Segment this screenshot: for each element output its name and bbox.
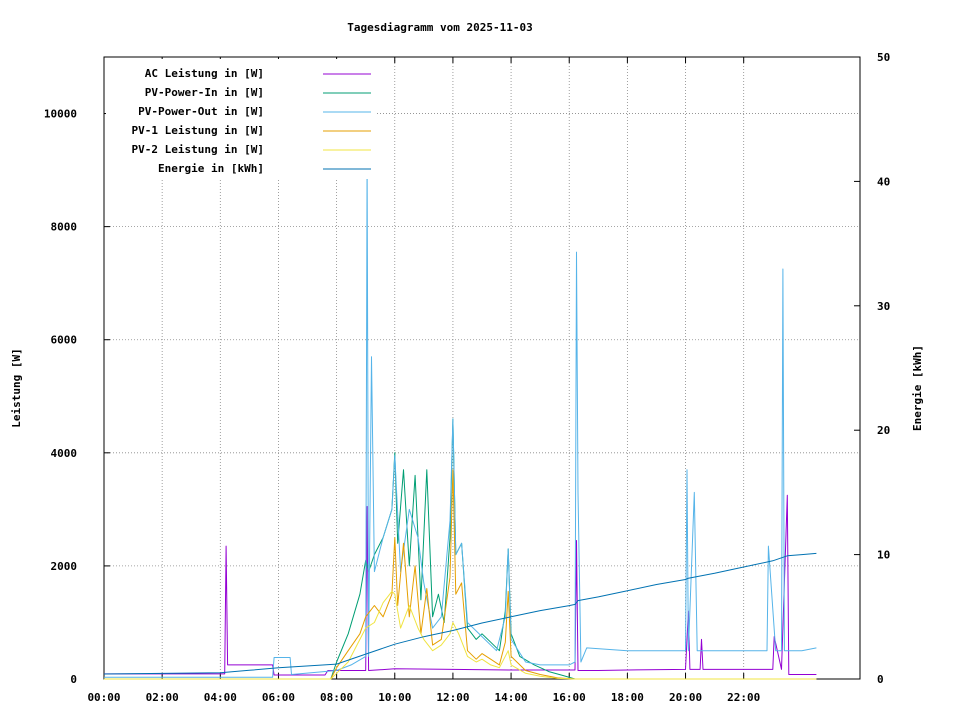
- legend-label: PV-1 Leistung in [W]: [132, 124, 264, 137]
- x-tick-label: 06:00: [262, 691, 295, 704]
- x-tick-label: 20:00: [669, 691, 702, 704]
- y-tick-label: 10000: [44, 108, 77, 121]
- y-tick-label: 2000: [51, 560, 78, 573]
- y2-tick-label: 0: [877, 673, 884, 686]
- x-tick-label: 00:00: [87, 691, 120, 704]
- series-group: [103, 152, 817, 680]
- x-tick-label: 14:00: [495, 691, 528, 704]
- series-line-energie-in-kwh: [103, 552, 817, 675]
- y-tick-label: 0: [70, 673, 77, 686]
- legend: AC Leistung in [W] PV-Power-In in [W] PV-P…: [132, 67, 371, 175]
- x-tick-label: 04:00: [204, 691, 237, 704]
- legend-label: PV-2 Leistung in [W]: [132, 143, 264, 156]
- series-line-ac-leistung-in-w: [104, 494, 817, 676]
- y-axis-left: 0 2000 4000 6000 8000 10000: [44, 108, 110, 686]
- y2-tick-label: 30: [877, 300, 890, 313]
- y-tick-label: 4000: [51, 447, 78, 460]
- y-axis-label: Leistung [W]: [10, 348, 23, 427]
- legend-label: AC Leistung in [W]: [145, 67, 264, 80]
- x-tick-label: 16:00: [553, 691, 586, 704]
- y-axis-right: 0 10 20 30 40 50: [854, 51, 890, 686]
- x-tick-label: 08:00: [320, 691, 353, 704]
- y-tick-label: 6000: [51, 334, 78, 347]
- series-line-pv-1-leistung-in-w: [104, 469, 817, 680]
- y2-tick-label: 50: [877, 51, 890, 64]
- legend-label: PV-Power-Out in [W]: [138, 105, 264, 118]
- series-line-pv-2-leistung-in-w: [104, 590, 817, 680]
- x-tick-label: 02:00: [146, 691, 179, 704]
- y2-tick-label: 20: [877, 424, 890, 437]
- y2-tick-label: 10: [877, 549, 890, 562]
- series-line-pv-power-in-in-w: [104, 418, 817, 680]
- x-tick-label: 18:00: [611, 691, 644, 704]
- x-tick-label: 12:00: [436, 691, 469, 704]
- legend-label: Energie in [kWh]: [158, 162, 264, 175]
- x-tick-label: 10:00: [378, 691, 411, 704]
- legend-background: [106, 59, 376, 179]
- series-line-pv-power-out-in-w: [104, 152, 817, 678]
- y2-tick-label: 40: [877, 175, 890, 188]
- legend-label: PV-Power-In in [W]: [145, 86, 264, 99]
- y2-axis-label: Energie [kWh]: [911, 345, 924, 431]
- y-tick-label: 8000: [51, 221, 78, 234]
- x-tick-label: 22:00: [727, 691, 760, 704]
- chart-title: Tagesdiagramm vom 2025-11-03: [347, 21, 532, 34]
- plot-area-frame: [103, 56, 861, 680]
